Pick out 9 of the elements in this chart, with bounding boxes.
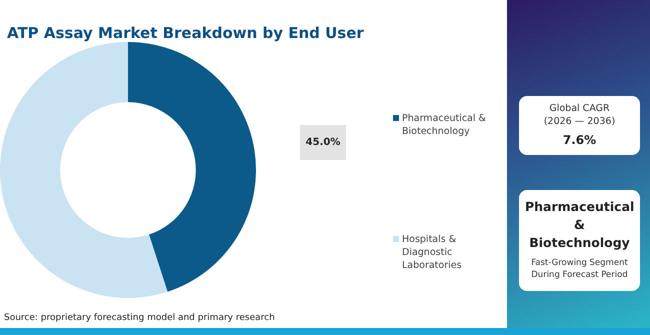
text: Pharmaceutical & Biotechnology — [524, 198, 636, 252]
source-note: Source: proprietary forecasting model and primary research — [4, 313, 275, 323]
data-label: 45.0% — [306, 137, 340, 148]
text: 7.6% — [562, 133, 598, 147]
chart-title: ATP Assay Market Breakdown by End User — [7, 24, 364, 42]
legend-label: Pharmaceutical & Biotechnology — [402, 113, 486, 137]
legend-label: Hospitals & Diagnostic Laboratories — [402, 234, 462, 271]
text: Fast-Growing Segment During Forecast Period — [530, 257, 629, 281]
text: Global CAGR (2026 — 2036) — [542, 102, 616, 128]
